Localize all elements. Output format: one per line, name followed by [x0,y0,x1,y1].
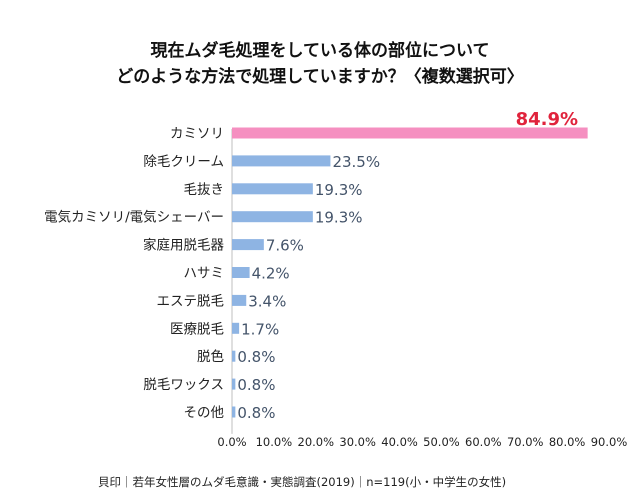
value-label: 1.7% [241,320,279,338]
bar [232,155,331,167]
chart-title-line-2: どのような方法で処理していますか？〈複数選択可〉 [116,67,524,87]
x-tick-label: 30.0% [339,435,376,449]
x-tick-label: 80.0% [549,435,586,449]
category-label: 除毛クリーム [143,154,224,170]
x-tick-label: 40.0% [381,435,418,449]
x-tick-label: 20.0% [298,435,335,449]
x-tick-label: 70.0% [507,435,544,449]
value-label: 0.8% [237,348,275,366]
value-label: 23.5% [332,153,380,171]
bar [232,127,588,139]
bar [232,294,247,306]
source-footer: 貝印｜若年女性層のムダ毛意識・実態調査(2019)｜n=119(小・中学生の女性… [98,475,507,489]
bar [232,378,236,390]
value-label: 0.8% [237,376,275,394]
bar [232,267,250,278]
category-label: 毛抜き [184,182,225,198]
value-label: 84.9% [516,109,578,130]
value-label: 19.3% [315,209,363,227]
chart-title: 現在ムダ毛処理をしている体の部位について どのような方法で処理していますか？〈複… [0,38,640,90]
x-tick-label: 10.0% [256,435,293,449]
category-label: 家庭用脱毛器 [143,237,224,254]
x-tick-label: 90.0% [591,435,628,449]
category-label: 脱毛ワックス [143,377,224,393]
value-label: 3.4% [248,292,286,310]
x-tick-label: 0.0% [217,435,246,449]
category-label: その他 [184,405,225,421]
value-label: 19.3% [315,181,363,199]
bar [232,322,240,334]
category-label: 脱色 [197,348,224,365]
bar [232,211,313,223]
category-label: ハサミ [184,266,225,282]
category-label: カミソリ [170,126,224,142]
value-label: 4.2% [252,265,290,283]
x-tick-label: 50.0% [423,435,460,449]
value-label: 0.8% [237,404,275,422]
bar [232,406,236,418]
category-label: 電気カミソリ/電気シェーバー [44,210,224,226]
bar [232,183,313,195]
bar-chart: カミソリ 84.9% 除毛クリーム 23.5% 毛抜き 19.3% 電気カミソリ/電気シェー… [44,109,628,449]
value-label: 7.6% [266,237,304,255]
category-label: 医療脱毛 [170,320,224,337]
bar [232,239,264,251]
x-tick-label: 60.0% [465,435,502,449]
bar [232,350,236,362]
chart-title-line-1: 現在ムダ毛処理をしている体の部位について [150,41,490,61]
category-label: エステ脱毛 [157,293,225,309]
